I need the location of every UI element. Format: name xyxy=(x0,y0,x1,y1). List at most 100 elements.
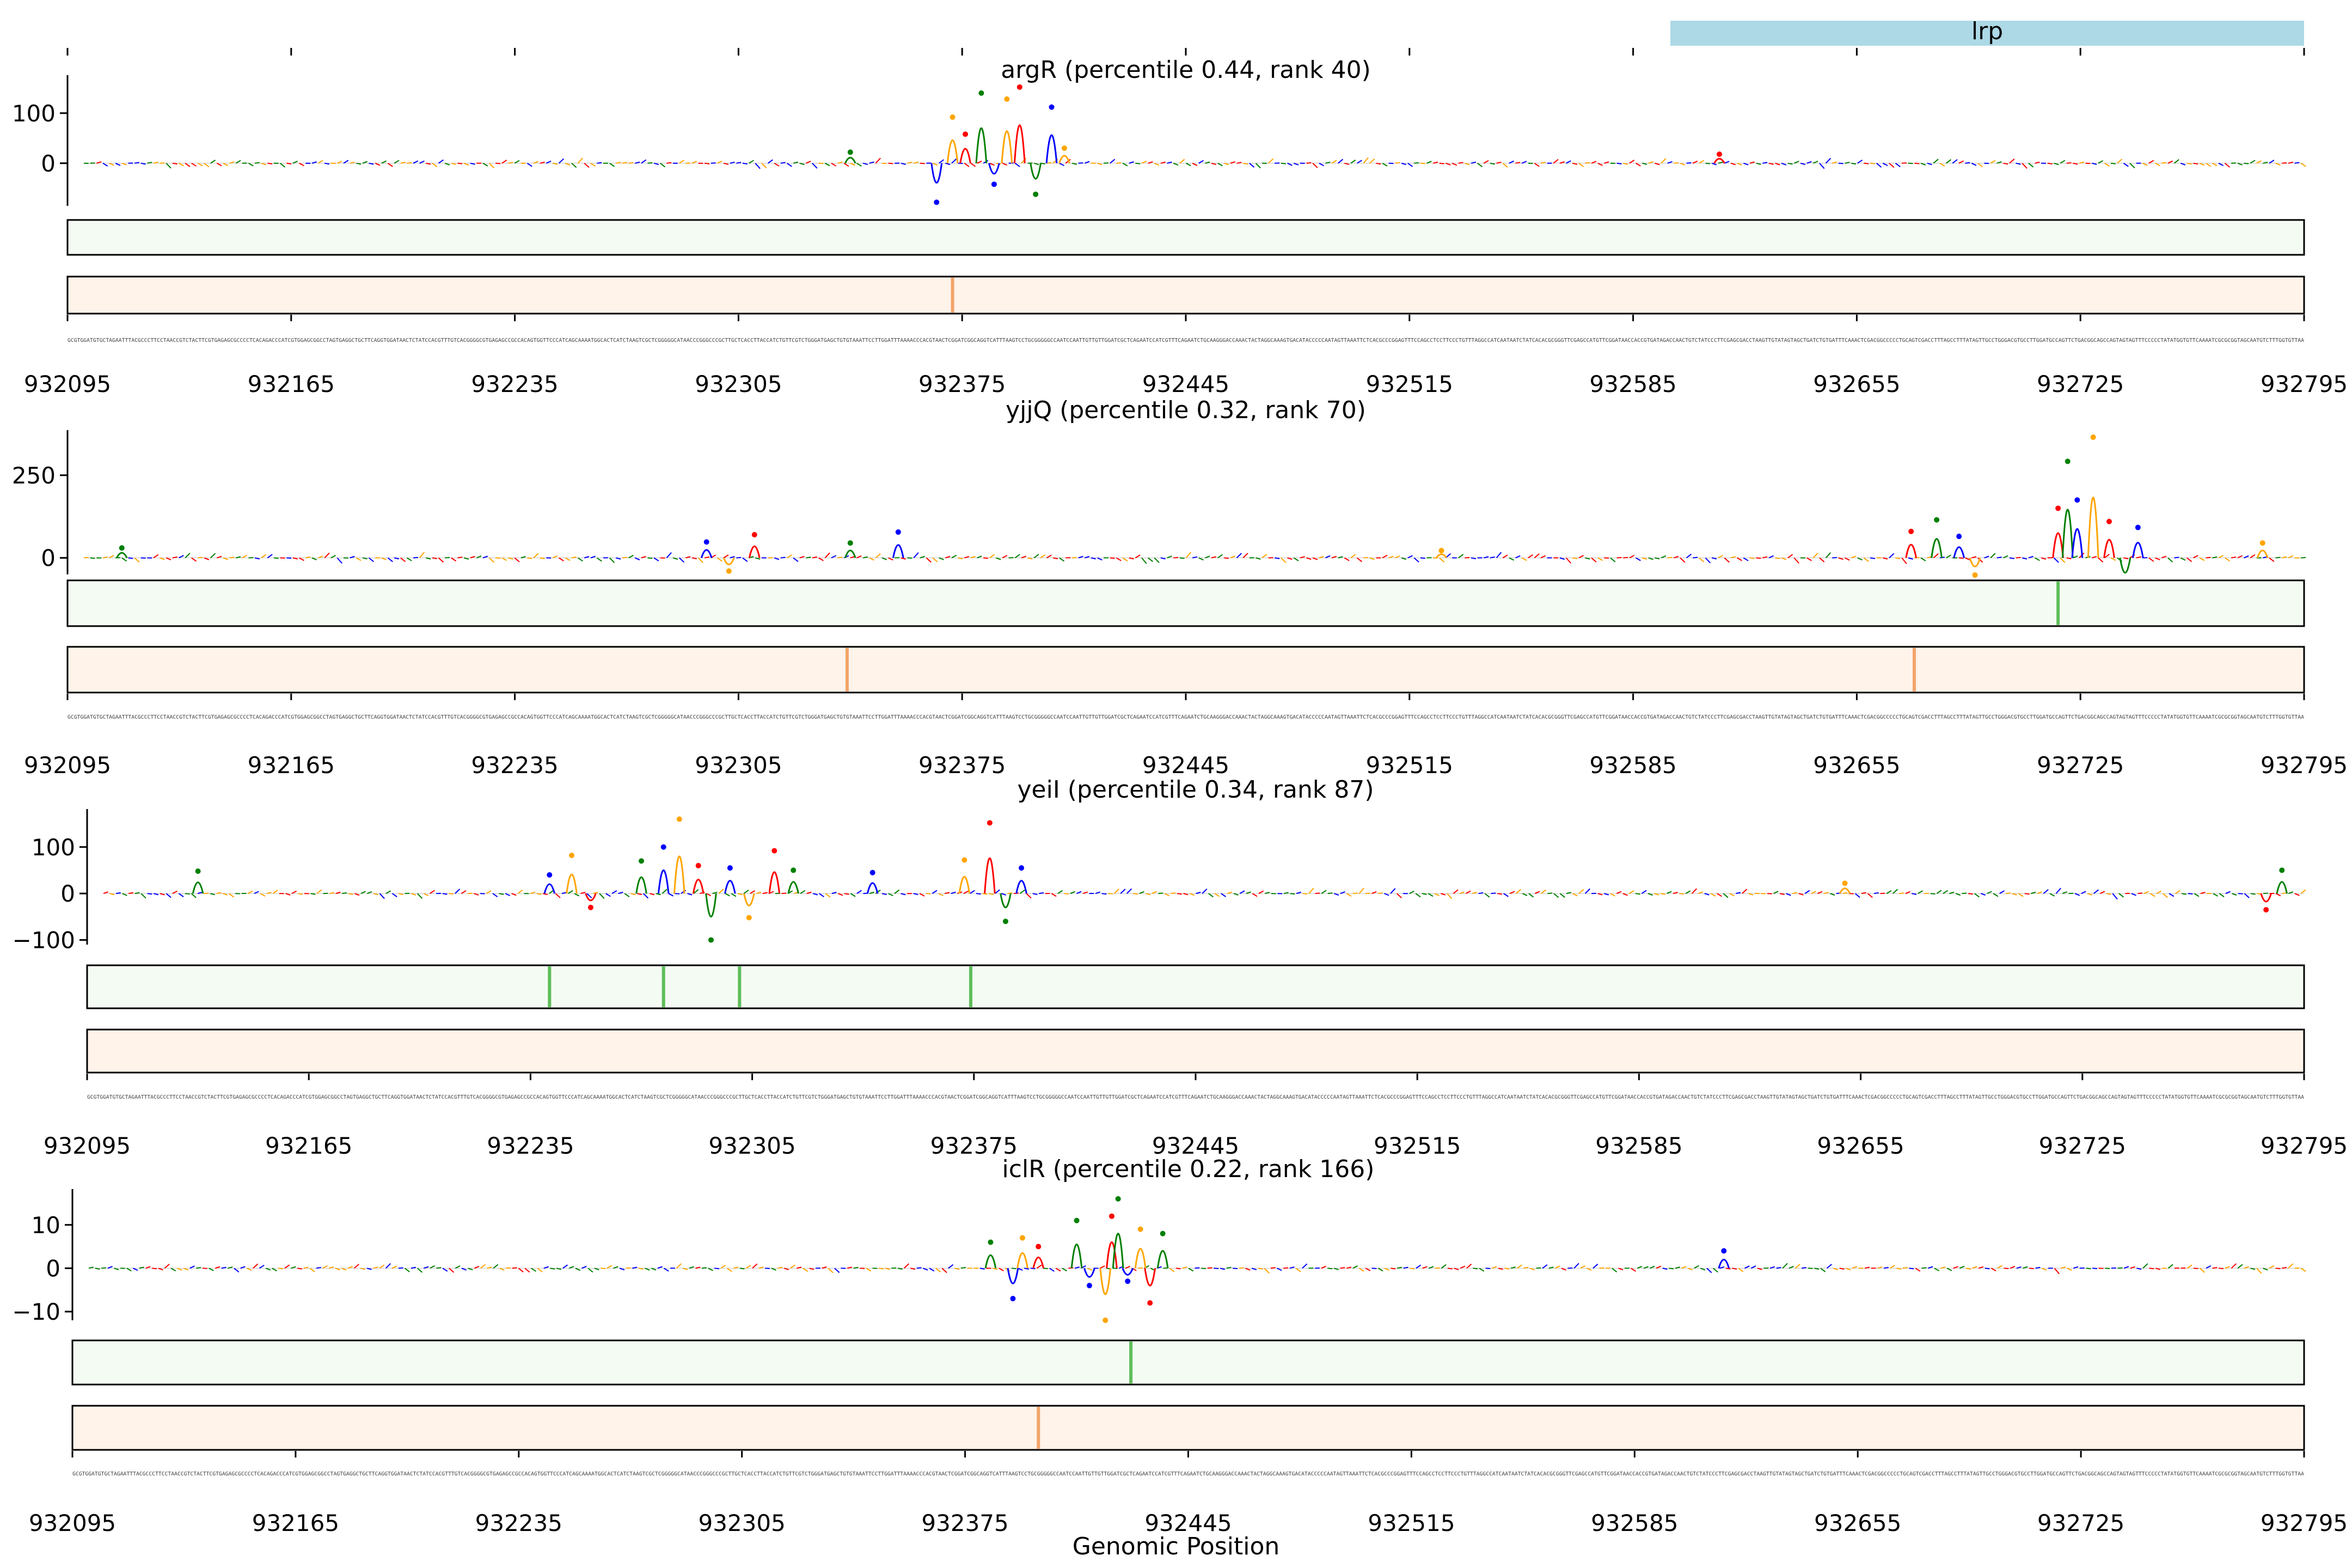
logo-noise-mark xyxy=(411,893,416,896)
logo-noise-mark xyxy=(736,162,742,164)
logo-noise-mark xyxy=(1915,1267,1921,1272)
logo-noise-mark xyxy=(869,891,874,895)
logo-noise-mark xyxy=(2104,162,2110,167)
logo-noise-mark xyxy=(1261,554,1267,559)
logo-noise-mark xyxy=(1667,161,1673,164)
logo-noise-mark xyxy=(701,1267,707,1269)
logo-noise-mark xyxy=(1895,557,1901,559)
logo-noise-mark xyxy=(737,893,743,896)
logo-noise-mark xyxy=(1340,891,1345,895)
logo-peak-cap xyxy=(1908,529,1914,535)
logo-noise-mark xyxy=(2148,160,2154,164)
logo-noise-mark xyxy=(1636,557,1641,561)
logo-peak-cap xyxy=(963,131,969,137)
signal-track-b-peak xyxy=(951,278,954,313)
logo-noise-mark xyxy=(1445,162,1451,166)
signal-track-a xyxy=(71,1339,2305,1386)
logo-peak xyxy=(946,139,959,163)
logo-noise-mark xyxy=(1221,893,1226,897)
logo-noise-mark xyxy=(705,162,710,165)
logo-noise-mark xyxy=(1160,161,1166,164)
logo-noise-mark xyxy=(739,1267,745,1270)
logo-peak xyxy=(975,127,988,163)
logo-noise-mark xyxy=(1338,556,1343,559)
logo-noise-mark xyxy=(771,1267,776,1271)
logo-noise-mark xyxy=(805,161,811,164)
logo-noise-mark xyxy=(2219,1267,2224,1270)
logo-noise-mark xyxy=(1465,162,1470,166)
logo-noise-mark xyxy=(2256,160,2262,164)
logo-noise-mark xyxy=(1407,162,1413,167)
logo-noise-mark xyxy=(1290,893,1295,895)
logo-peak-cap xyxy=(1016,84,1022,90)
logo-peak-cap xyxy=(727,865,733,871)
logo-noise-mark xyxy=(1528,554,1534,559)
logo-peak xyxy=(1435,553,1448,559)
logo-noise-mark xyxy=(651,1267,657,1271)
logo-noise-mark xyxy=(1277,1267,1282,1271)
logo-peak xyxy=(1030,163,1042,180)
signal-track-b xyxy=(66,275,2305,315)
logo-noise-mark xyxy=(1955,893,1961,896)
logo-noise-mark xyxy=(2104,554,2110,559)
logo-noise-mark xyxy=(2029,1267,2034,1270)
logo-noise-mark xyxy=(1819,557,1825,562)
logo-peak-cap xyxy=(847,540,853,546)
logo-noise-mark xyxy=(2129,163,2135,169)
logo-noise-mark xyxy=(1990,1267,1996,1272)
logo-noise-mark xyxy=(1230,555,1236,559)
logo-noise-mark xyxy=(1401,557,1407,560)
logo-noise-mark xyxy=(1736,892,1741,895)
logo-noise-mark xyxy=(299,557,304,561)
logo-noise-mark xyxy=(266,892,272,895)
logo-noise-mark xyxy=(1239,890,1245,894)
logo-noise-mark xyxy=(1185,162,1191,167)
logo-peak-cap xyxy=(1061,145,1067,151)
logo-noise-mark xyxy=(1020,889,1026,894)
logo-noise-mark xyxy=(2167,160,2173,164)
logo-noise-mark xyxy=(1573,1263,1579,1269)
logo-noise-mark xyxy=(322,1265,328,1269)
logo-noise-mark xyxy=(261,554,267,559)
logo-noise-mark xyxy=(2212,556,2218,559)
logo-peak xyxy=(1099,1268,1112,1295)
logo-noise-mark xyxy=(1087,1267,1093,1271)
logo-noise-mark xyxy=(718,889,724,894)
logo-noise-mark xyxy=(360,891,366,895)
logo-noise-mark xyxy=(1214,893,1220,897)
logo-noise-mark xyxy=(2155,557,2160,561)
logo-noise-mark xyxy=(1100,1265,1105,1269)
logo-noise-mark xyxy=(2098,557,2104,563)
logo-noise-mark xyxy=(812,893,818,896)
logo-noise-mark xyxy=(1255,557,1261,560)
x-tick-label: 932235 xyxy=(475,1510,562,1536)
logo-noise-mark xyxy=(291,1266,296,1269)
logo-noise-mark xyxy=(506,1267,511,1269)
logo-noise-mark xyxy=(622,162,627,164)
logo-noise-mark xyxy=(634,161,640,164)
logo-noise-mark xyxy=(1344,162,1350,166)
logo-noise-mark xyxy=(1738,1267,1744,1272)
logo-peak xyxy=(1134,1248,1147,1269)
logo-noise-mark xyxy=(650,893,655,896)
logo-noise-mark xyxy=(1578,555,1584,559)
logo-noise-mark xyxy=(731,893,737,897)
logo-noise-mark xyxy=(676,1263,682,1269)
logo-noise-mark xyxy=(1426,161,1432,164)
x-tick-label: 932795 xyxy=(2261,1132,2348,1159)
logo-noise-mark xyxy=(822,1266,827,1269)
logo-noise-mark xyxy=(1509,160,1515,164)
logo-noise-mark xyxy=(1838,557,1843,560)
logo-noise-mark xyxy=(501,557,507,561)
signal-track-a-peak xyxy=(1129,1342,1133,1383)
logo-noise-mark xyxy=(939,159,945,164)
logo-peak xyxy=(768,871,781,894)
logo-noise-mark xyxy=(1205,161,1210,164)
logo-noise-mark xyxy=(590,555,596,559)
logo-noise-mark xyxy=(495,162,501,164)
logo-noise-mark xyxy=(2093,889,2099,894)
logo-noise-mark xyxy=(1534,553,1540,559)
logo-noise-mark xyxy=(2105,1267,2110,1270)
logo-noise-mark xyxy=(1522,893,1528,896)
logo-noise-mark xyxy=(1312,163,1318,168)
